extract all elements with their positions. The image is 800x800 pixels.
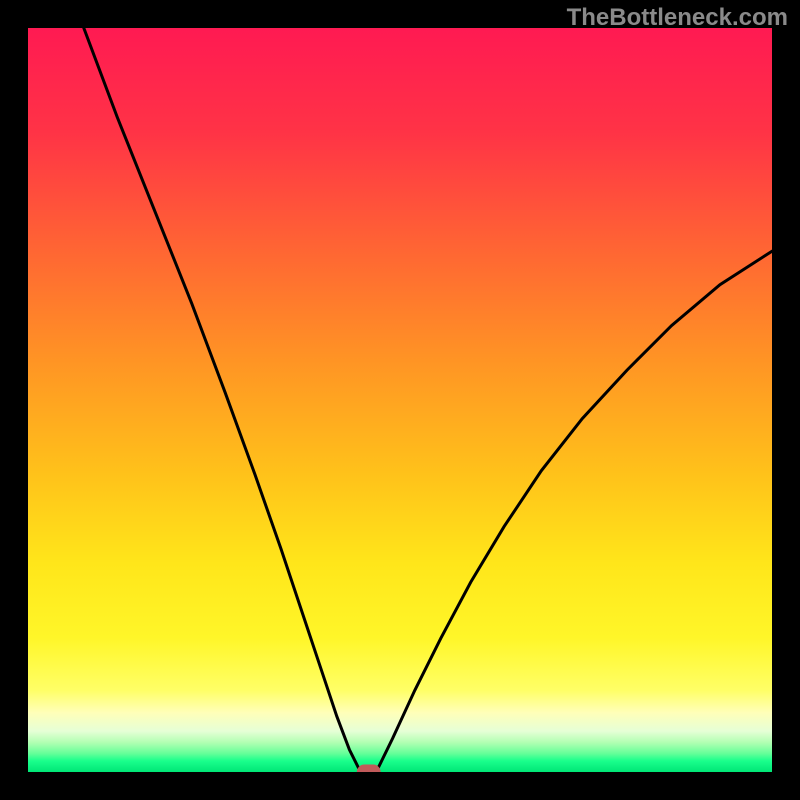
optimum-marker xyxy=(28,28,772,772)
watermark-text: TheBottleneck.com xyxy=(567,4,788,32)
chart-frame: TheBottleneck.com xyxy=(0,0,800,800)
plot-area xyxy=(28,28,772,772)
